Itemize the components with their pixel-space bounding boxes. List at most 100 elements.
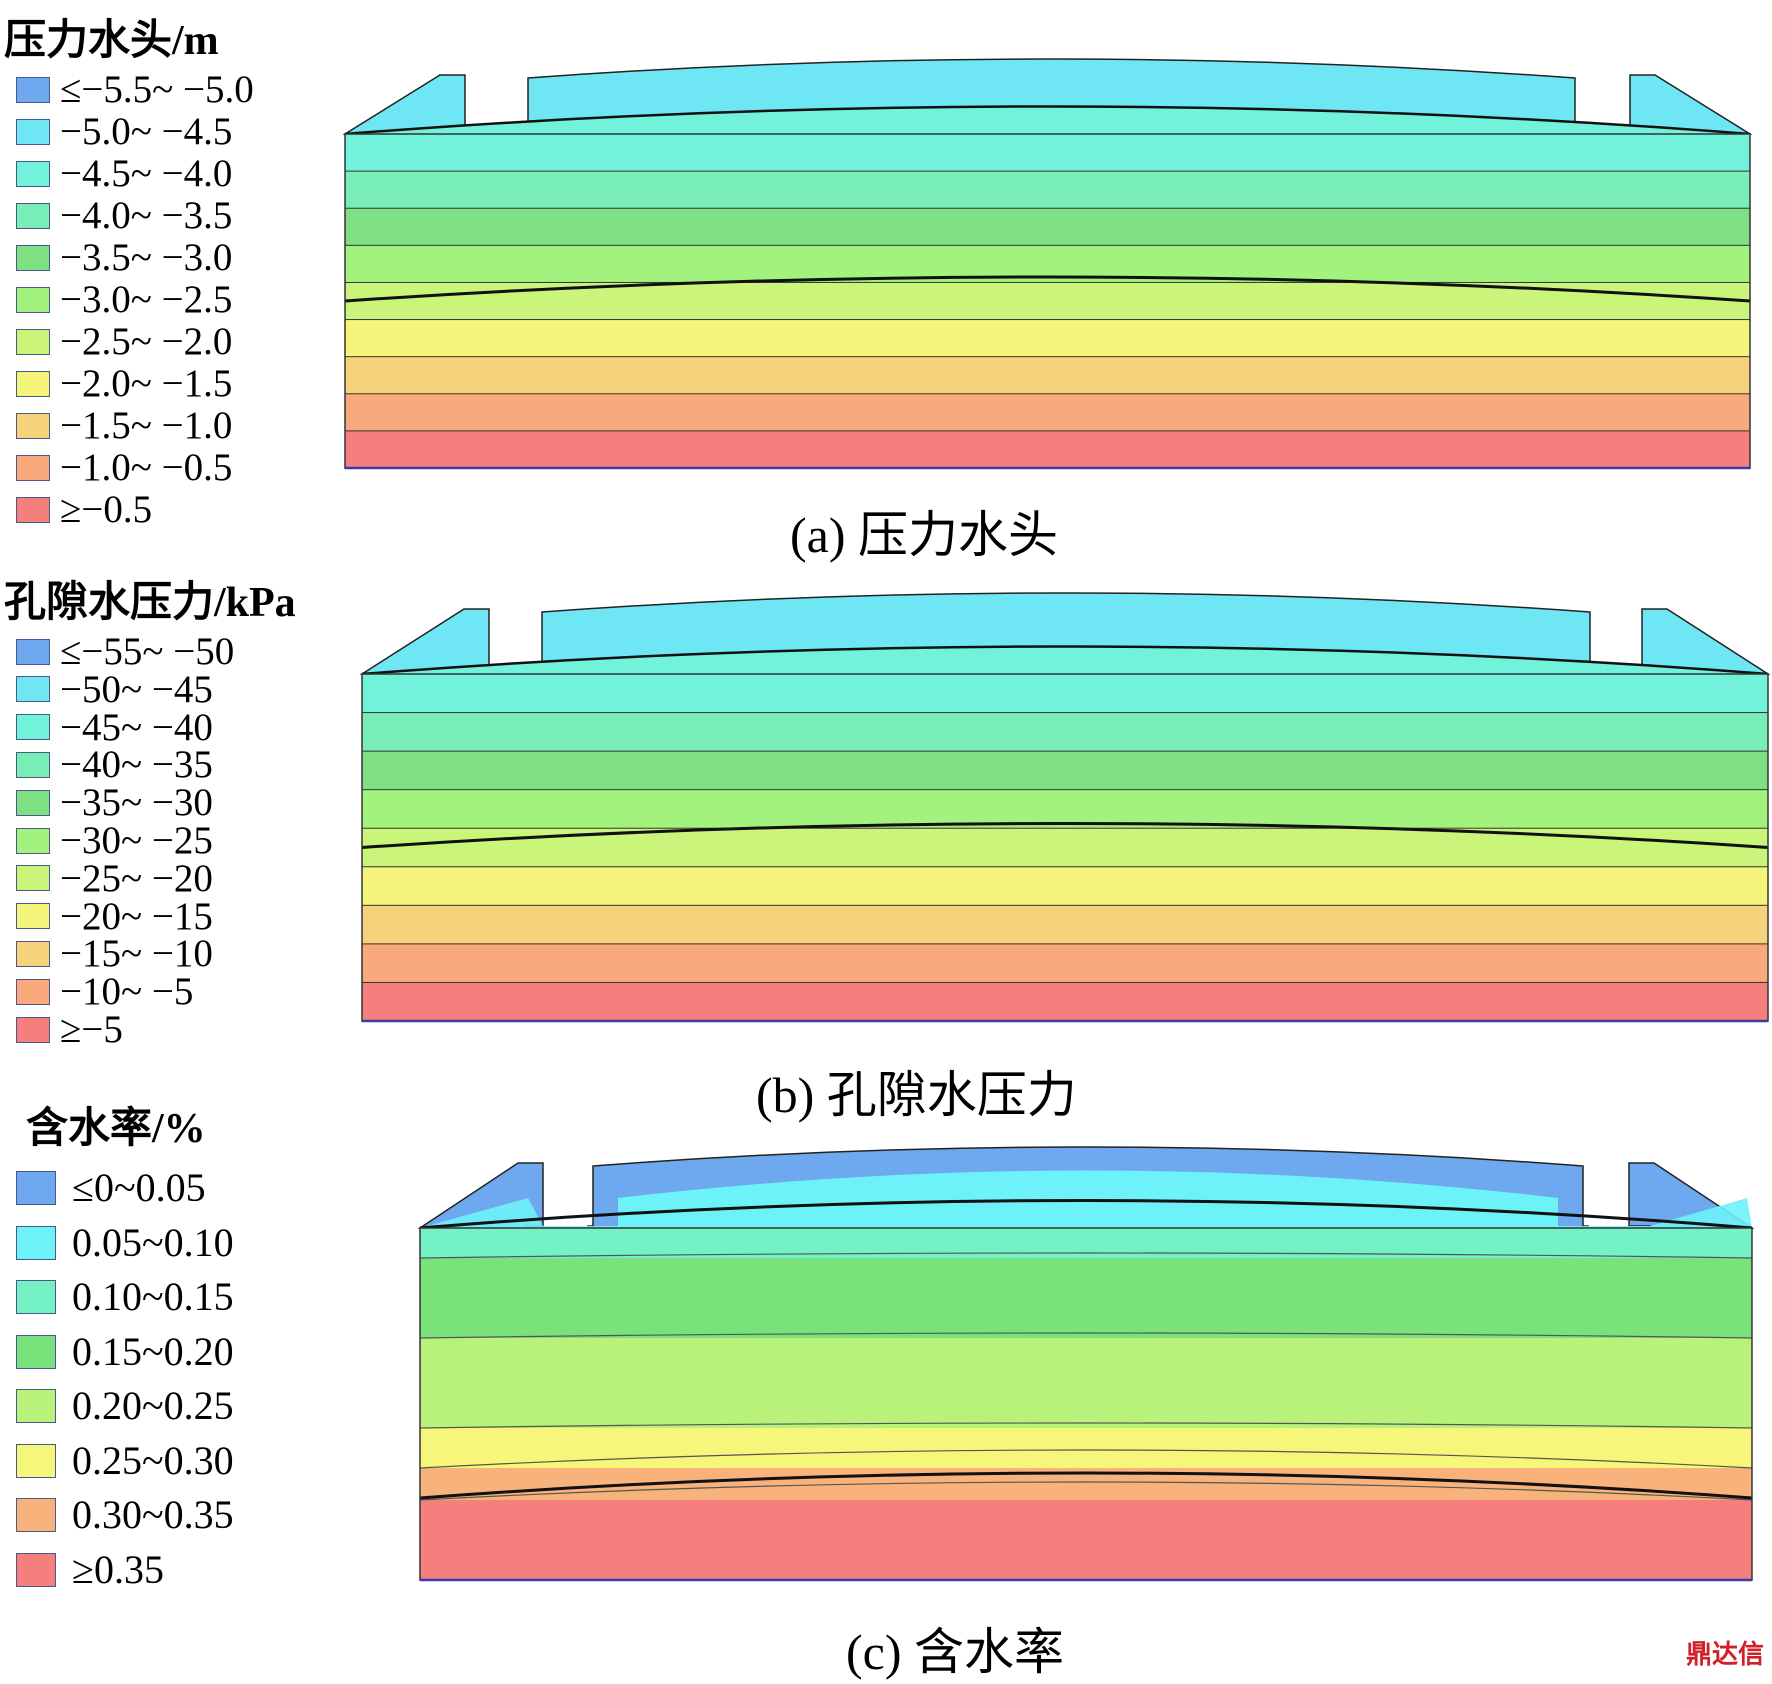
contour-line xyxy=(344,275,1751,303)
legend-item: ≥−5 xyxy=(16,1010,123,1049)
legend-label: −25~ −20 xyxy=(60,856,213,900)
legend-swatch xyxy=(16,1552,56,1587)
contour-band xyxy=(361,904,1769,945)
legend-label: 0.30~0.35 xyxy=(72,1492,234,1537)
legend-item: −2.5~ −2.0 xyxy=(16,322,232,361)
legend-swatch xyxy=(16,978,50,1005)
legend-label: −1.5~ −1.0 xyxy=(60,404,233,447)
legend-swatch xyxy=(16,714,50,741)
contour-line xyxy=(419,1199,1753,1230)
legend-swatch xyxy=(16,1443,56,1478)
legend-item: −5.0~ −4.5 xyxy=(16,112,232,151)
contour-band xyxy=(420,1338,1752,1429)
legend-label: −2.5~ −2.0 xyxy=(60,320,233,363)
legend-label: −5.0~ −4.5 xyxy=(60,110,233,153)
legend-label: −10~ −5 xyxy=(60,970,194,1014)
legend-swatch xyxy=(16,789,50,816)
legend-item: −30~ −25 xyxy=(16,821,213,860)
legend-item: 0.30~0.35 xyxy=(16,1495,234,1535)
legend-label: ≤0~0.05 xyxy=(72,1165,206,1210)
legend-label: −3.0~ −2.5 xyxy=(60,278,233,321)
legend-item: −35~ −30 xyxy=(16,783,213,822)
legend-swatch xyxy=(16,1498,56,1532)
contour-band xyxy=(361,712,1769,753)
legend-swatch xyxy=(16,454,50,481)
legend-item: ≤−55~ −50 xyxy=(16,632,234,671)
legend-label: 0.15~0.20 xyxy=(72,1328,234,1374)
legend-label: ≤−5.5~ −5.0 xyxy=(60,68,254,111)
legend-swatch xyxy=(16,286,50,313)
legend-label: 0.20~0.25 xyxy=(72,1383,234,1428)
contour-line xyxy=(361,645,1769,676)
legend-label: ≤−55~ −50 xyxy=(60,630,235,673)
legend-swatch xyxy=(16,638,50,665)
legend-swatch xyxy=(16,1334,56,1369)
legend-label: −4.0~ −3.5 xyxy=(60,194,233,237)
legend-swatch xyxy=(16,676,50,703)
legend-swatch xyxy=(16,827,50,854)
contour-line xyxy=(419,1449,1753,1469)
contour-line xyxy=(344,105,1751,136)
legend-item: −45~ −40 xyxy=(16,708,213,747)
legend-item: 0.25~0.30 xyxy=(16,1437,234,1483)
legend-item: −20~ −15 xyxy=(16,897,213,936)
legend-swatch xyxy=(16,1225,56,1260)
legend-label: 0.05~0.10 xyxy=(72,1219,234,1265)
legend-label: ≥0.35 xyxy=(72,1546,164,1592)
legend-item: ≤0~0.05 xyxy=(16,1168,206,1208)
legend-swatch xyxy=(16,751,50,778)
legend-label: −15~ −10 xyxy=(60,932,213,976)
legend-item: −40~ −35 xyxy=(16,745,213,784)
legend-swatch xyxy=(16,412,50,439)
legend-swatch xyxy=(16,903,50,930)
legend-swatch xyxy=(16,244,50,271)
legend-swatch xyxy=(16,1389,56,1423)
legend-label: −1.0~ −0.5 xyxy=(60,446,233,489)
legend-item: −4.0~ −3.5 xyxy=(16,196,232,235)
contour-band xyxy=(344,430,1751,469)
legend-label: ≥−5 xyxy=(60,1008,123,1051)
legend-swatch xyxy=(16,160,50,187)
contour-band xyxy=(361,981,1769,1023)
contour-band xyxy=(420,1428,1752,1469)
legend-swatch xyxy=(16,1280,56,1314)
legend-label: −45~ −40 xyxy=(60,705,213,749)
legend-swatch xyxy=(16,1016,50,1043)
legend-item: −3.5~ −3.0 xyxy=(16,238,232,277)
contour-band xyxy=(361,866,1769,907)
legend-item: 0.05~0.10 xyxy=(16,1219,234,1265)
legend-swatch xyxy=(16,865,50,892)
legend-item: ≥0.35 xyxy=(16,1546,164,1592)
contour-band xyxy=(361,750,1769,791)
contour-line xyxy=(361,822,1769,849)
contour-band xyxy=(420,1258,1752,1339)
legend-item: ≥−0.5 xyxy=(16,490,152,529)
caption-pressure-head: (a) 压力水头 xyxy=(790,507,1058,563)
legend-swatch xyxy=(16,1171,56,1205)
contour-band xyxy=(344,356,1751,395)
legend-label: 0.10~0.15 xyxy=(72,1274,234,1319)
caption-water-content: (c) 含水率 xyxy=(846,1624,1064,1680)
legend-item: −2.0~ −1.5 xyxy=(16,364,232,403)
contour-band xyxy=(344,133,1751,173)
caption-pore-pressure: (b) 孔隙水压力 xyxy=(756,1067,1077,1123)
legend-label: 0.25~0.30 xyxy=(72,1437,234,1483)
legend-item: 0.20~0.25 xyxy=(16,1386,234,1426)
legend-label: ≥−0.5 xyxy=(60,488,153,531)
contour-band xyxy=(420,1500,1752,1581)
legend-label: −4.5~ −4.0 xyxy=(60,152,233,195)
legend-swatch xyxy=(16,118,50,145)
legend-title-water-content: 含水率/% xyxy=(26,1106,206,1152)
legend-item: −25~ −20 xyxy=(16,859,213,898)
legend-item: ≤−5.5~ −5.0 xyxy=(16,70,254,109)
legend-item: −3.0~ −2.5 xyxy=(16,280,232,319)
contour-band xyxy=(420,1228,1752,1259)
legend-label: −30~ −25 xyxy=(60,819,213,862)
contour-band xyxy=(361,943,1769,984)
legend-item: −4.5~ −4.0 xyxy=(16,154,232,193)
legend-label: −50~ −45 xyxy=(60,667,213,711)
legend-item: −50~ −45 xyxy=(16,670,213,709)
contour-line xyxy=(419,1422,1753,1429)
contour-band xyxy=(344,207,1751,247)
